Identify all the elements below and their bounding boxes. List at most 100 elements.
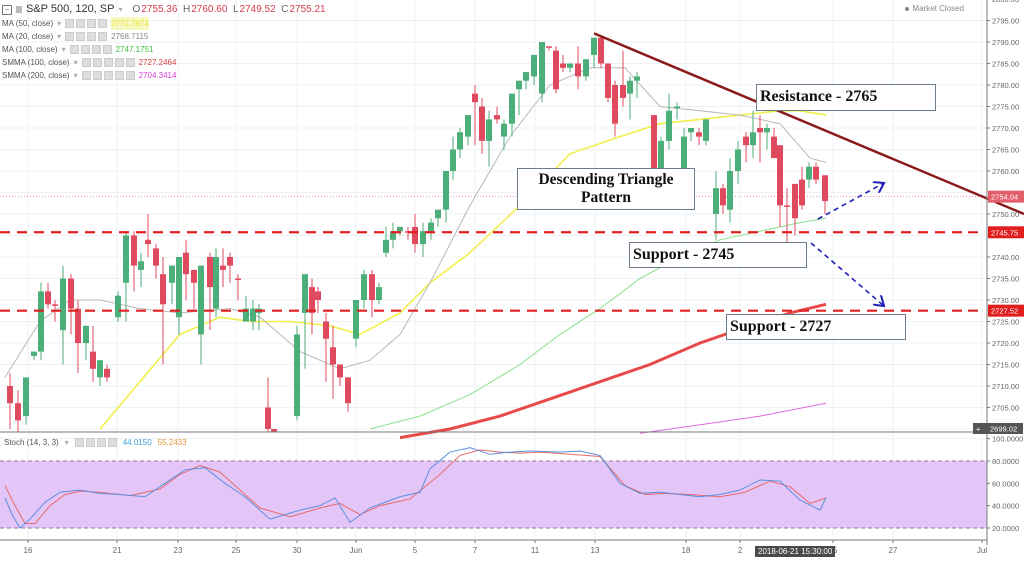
indicator-row[interactable]: SMMA (100, close) ▾ 2727.2464: [2, 56, 326, 69]
candle: [567, 63, 573, 68]
stoch-band: [0, 460, 987, 529]
candle: [376, 287, 382, 300]
svg-text:2790.00: 2790.00: [992, 38, 1019, 47]
svg-text:Jul: Jul: [977, 546, 987, 555]
candle: [813, 166, 819, 180]
svg-text:20.0000: 20.0000: [992, 524, 1019, 533]
ohlc-values: O2755.36 H2760.60 L2749.52 C2755.21: [132, 4, 326, 15]
indicator-row[interactable]: SMMA (200, close) ▾ 2704.3414: [2, 69, 326, 82]
stoch-label[interactable]: Stoch (14, 3, 3): [4, 438, 59, 447]
bullish-arrow: [817, 183, 884, 220]
indicator-buttons[interactable]: [81, 71, 135, 80]
candle: [531, 54, 537, 77]
svg-text:2699.02: 2699.02: [990, 425, 1017, 434]
indicator-label[interactable]: SMMA (100, close): [2, 58, 70, 67]
indicator-buttons[interactable]: [81, 58, 135, 67]
candle: [330, 347, 336, 365]
svg-text:2754.04: 2754.04: [991, 193, 1018, 202]
chevron-down-icon[interactable]: ▾: [57, 32, 62, 41]
annotation-support-2727[interactable]: Support - 2727: [726, 314, 906, 340]
candle: [612, 85, 618, 124]
indicator-label[interactable]: MA (20, close): [2, 32, 54, 41]
indicator-row[interactable]: MA (100, close) ▾ 2747.1751: [2, 43, 326, 56]
stochastic-lines: [4, 447, 827, 529]
candle: [7, 386, 13, 404]
candle: [52, 304, 58, 306]
svg-text:+: +: [976, 425, 981, 434]
chevron-down-icon[interactable]: ▾: [64, 438, 69, 447]
svg-text:21: 21: [113, 546, 122, 555]
svg-text:27: 27: [889, 546, 898, 555]
svg-text:2795.00: 2795.00: [992, 17, 1019, 26]
candle: [634, 76, 640, 81]
chevron-down-icon[interactable]: ▾: [118, 5, 123, 14]
candle: [501, 123, 507, 137]
candle: [75, 308, 81, 343]
candle: [523, 72, 529, 81]
svg-text:100.0000: 100.0000: [992, 435, 1023, 444]
indicator-buttons[interactable]: [65, 19, 108, 28]
candle: [271, 429, 277, 432]
symbol-title[interactable]: S&P 500, 120, SP: [26, 3, 115, 15]
indicator-value: 2771.7874: [111, 17, 149, 30]
candle: [68, 278, 74, 309]
indicator-buttons[interactable]: [74, 438, 117, 447]
candle: [750, 132, 756, 146]
candle: [620, 85, 626, 98]
candle: [420, 231, 426, 245]
candle: [38, 291, 44, 352]
candle: [361, 274, 367, 300]
annotation-support-2745[interactable]: Support - 2745: [629, 242, 807, 268]
svg-text:18: 18: [682, 546, 691, 555]
candle: [227, 257, 233, 266]
indicator-row[interactable]: MA (50, close) ▾ 2771.7874: [2, 17, 326, 30]
svg-text:2745.75: 2745.75: [991, 228, 1018, 237]
market-status: Market Closed: [905, 4, 964, 13]
indicator-buttons[interactable]: [65, 32, 108, 41]
candle: [97, 360, 103, 378]
svg-text:2780.00: 2780.00: [992, 81, 1019, 90]
collapse-icon[interactable]: −: [2, 4, 12, 15]
candle: [465, 115, 471, 137]
chevron-down-icon[interactable]: ▾: [73, 58, 78, 67]
candle: [494, 115, 500, 120]
indicator-label[interactable]: SMMA (200, close): [2, 71, 70, 80]
chevron-down-icon[interactable]: ▾: [73, 71, 78, 80]
candle: [688, 128, 694, 133]
status-dot-icon: [905, 6, 910, 11]
annotation-pattern[interactable]: Descending Triangle Pattern: [517, 168, 695, 210]
svg-text:25: 25: [232, 546, 241, 555]
candle: [198, 265, 204, 335]
candle: [457, 132, 463, 150]
stoch-legend: Stoch (14, 3, 3) ▾ 44.0150 55.2433: [4, 438, 187, 447]
candle: [169, 265, 175, 283]
indicator-label[interactable]: MA (50, close): [2, 19, 54, 28]
candle: [771, 136, 777, 159]
indicator-buttons[interactable]: [69, 45, 112, 54]
candle: [353, 300, 359, 339]
candle: [583, 59, 589, 77]
candle: [598, 37, 604, 64]
stoch-d-value: 55.2433: [157, 438, 187, 447]
candle: [31, 351, 37, 356]
chevron-down-icon[interactable]: ▾: [57, 19, 62, 28]
chevron-down-icon[interactable]: ▾: [61, 45, 66, 54]
candle: [450, 149, 456, 171]
annotation-resistance[interactable]: Resistance - 2765: [756, 84, 936, 111]
bearish-arrow: [810, 242, 884, 306]
candle: [806, 166, 812, 180]
indicator-label[interactable]: MA (100, close): [2, 45, 58, 54]
svg-text:2705.00: 2705.00: [992, 404, 1019, 413]
candle: [104, 368, 110, 378]
candle: [250, 308, 256, 322]
candle: [658, 140, 664, 171]
indicator-row[interactable]: MA (20, close) ▾ 2768.7115: [2, 30, 326, 43]
candle: [703, 119, 709, 141]
indicator-value: 2747.1751: [115, 45, 154, 54]
candle: [220, 265, 226, 270]
svg-text:30: 30: [293, 546, 302, 555]
svg-text:16: 16: [24, 546, 33, 555]
